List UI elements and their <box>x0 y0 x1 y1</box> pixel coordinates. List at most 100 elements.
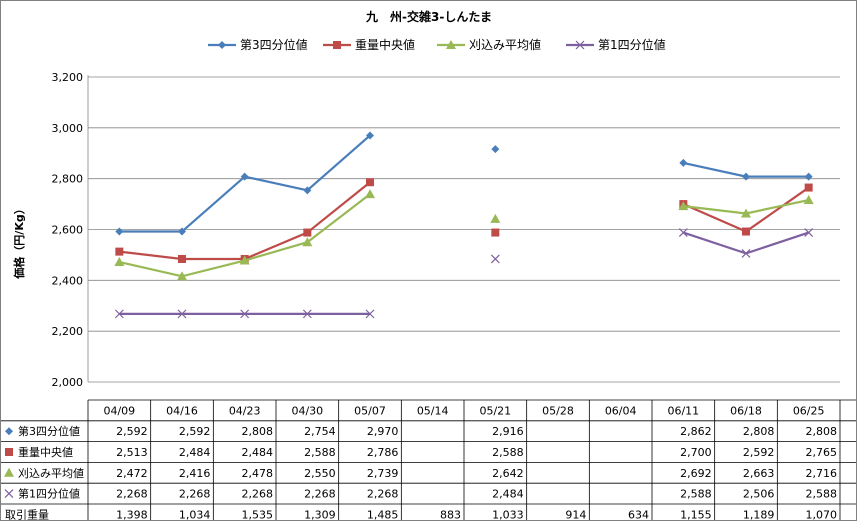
data-point <box>490 254 500 264</box>
data-point <box>742 227 750 236</box>
data-point <box>575 40 585 50</box>
data-point <box>5 448 13 456</box>
data-point <box>239 255 250 265</box>
series-3 <box>114 189 814 281</box>
data-point <box>302 237 313 247</box>
data-label: 2,592 <box>116 425 148 438</box>
data-label: 2,642 <box>492 467 524 480</box>
table-row-label: 第3四分位値 <box>18 424 80 438</box>
x-tick-label: 06/18 <box>730 404 762 417</box>
data-label: 2,550 <box>304 467 336 480</box>
data-label: 2,663 <box>743 467 775 480</box>
data-label: 2,268 <box>179 488 211 501</box>
legend-label: 第1四分位値 <box>598 37 666 52</box>
table-row-label: 重量中央値 <box>18 445 73 459</box>
data-label: 2,478 <box>242 467 274 480</box>
data-point <box>115 227 124 236</box>
data-point <box>303 186 312 195</box>
data-label: 2,592 <box>179 425 211 438</box>
data-label: 2,513 <box>116 446 148 459</box>
data-label: 2,484 <box>179 446 211 459</box>
data-point <box>240 309 250 319</box>
x-tick-label: 06/25 <box>793 404 825 417</box>
data-label: 2,592 <box>743 446 775 459</box>
data-point <box>804 228 814 237</box>
data-label: 2,588 <box>492 446 524 459</box>
series-line <box>119 134 371 233</box>
data-label: 2,692 <box>680 467 712 480</box>
x-tick-label: 04/16 <box>166 404 198 417</box>
data-point <box>678 228 688 237</box>
data-point <box>303 228 312 237</box>
data-point <box>804 183 813 192</box>
y-tick-label: 2,400 <box>52 274 84 287</box>
data-label: 2,268 <box>116 488 148 501</box>
data-label: 2,754 <box>304 425 336 438</box>
table-row-label: 取引重量 <box>5 507 49 520</box>
data-point <box>490 213 501 223</box>
data-point <box>114 309 124 319</box>
data-label: 2,916 <box>492 425 524 438</box>
data-point <box>302 309 312 319</box>
data-label: 2,862 <box>680 425 712 438</box>
series-line <box>119 181 371 261</box>
data-label: 2,808 <box>806 425 838 438</box>
volume-label: 1,535 <box>242 508 274 520</box>
volume-label: 914 <box>565 508 586 520</box>
data-label: 2,506 <box>743 488 775 501</box>
volume-label: 1,034 <box>179 508 211 520</box>
volume-label: 1,155 <box>680 508 712 520</box>
legend-label: 第3四分位値 <box>240 37 308 52</box>
volume-label: 1,033 <box>492 508 524 520</box>
series-1 <box>115 131 813 236</box>
data-label: 2,588 <box>304 446 336 459</box>
x-tick-label: 05/14 <box>417 404 449 417</box>
data-label: 2,765 <box>806 446 838 459</box>
data-label: 2,786 <box>367 446 399 459</box>
legend: 第3四分位値 重量中央値 刈込み平均値 第1四分位値 <box>208 37 666 52</box>
volume-label: 1,189 <box>743 508 775 520</box>
data-point <box>218 41 226 49</box>
y-tick-label: 3,000 <box>52 122 84 135</box>
data-label: 2,268 <box>242 488 274 501</box>
x-tick-label: 06/11 <box>667 404 699 417</box>
data-point <box>741 208 751 218</box>
data-point <box>114 257 125 267</box>
x-tick-label: 04/09 <box>103 404 135 417</box>
data-point <box>4 489 14 499</box>
y-tick-label: 2,200 <box>52 325 84 338</box>
volume-label: 1,485 <box>367 508 399 520</box>
data-point <box>742 172 750 181</box>
chart-title: 九 州-交雑3-しんたま <box>365 9 492 24</box>
y-tick-label: 3,200 <box>52 71 84 84</box>
data-table: 04/09 04/16 04/23 04/30 05/07 05/14 05/21 05/28… <box>1 399 856 520</box>
data-label: 2,716 <box>806 467 838 480</box>
data-point <box>333 41 341 49</box>
series-2 <box>115 178 813 263</box>
x-tick-label: 05/21 <box>479 404 511 417</box>
data-point <box>4 467 14 477</box>
data-label: 2,588 <box>680 488 712 501</box>
y-tick-label: 2,800 <box>52 173 84 186</box>
series-4 <box>114 228 814 319</box>
data-point <box>679 158 688 167</box>
data-point <box>240 172 249 181</box>
data-point <box>365 309 375 319</box>
data-point <box>491 145 500 154</box>
data-label: 2,700 <box>680 446 712 459</box>
y-axis-label: 価格（円/Kg） <box>12 203 26 279</box>
table-row-label: 刈込み平均値 <box>18 467 84 480</box>
data-point <box>115 247 124 256</box>
volume-label: 1,398 <box>116 508 148 520</box>
y-tick-label: 2,000 <box>52 376 84 389</box>
data-label: 2,472 <box>116 467 148 480</box>
data-point <box>177 309 187 319</box>
data-point <box>804 172 813 181</box>
data-point <box>741 248 751 258</box>
x-tick-label: 05/07 <box>354 404 386 417</box>
volume-label: 883 <box>440 508 461 520</box>
data-point <box>446 40 456 49</box>
data-label: 2,268 <box>304 488 336 501</box>
volume-label: 1,309 <box>304 508 336 520</box>
